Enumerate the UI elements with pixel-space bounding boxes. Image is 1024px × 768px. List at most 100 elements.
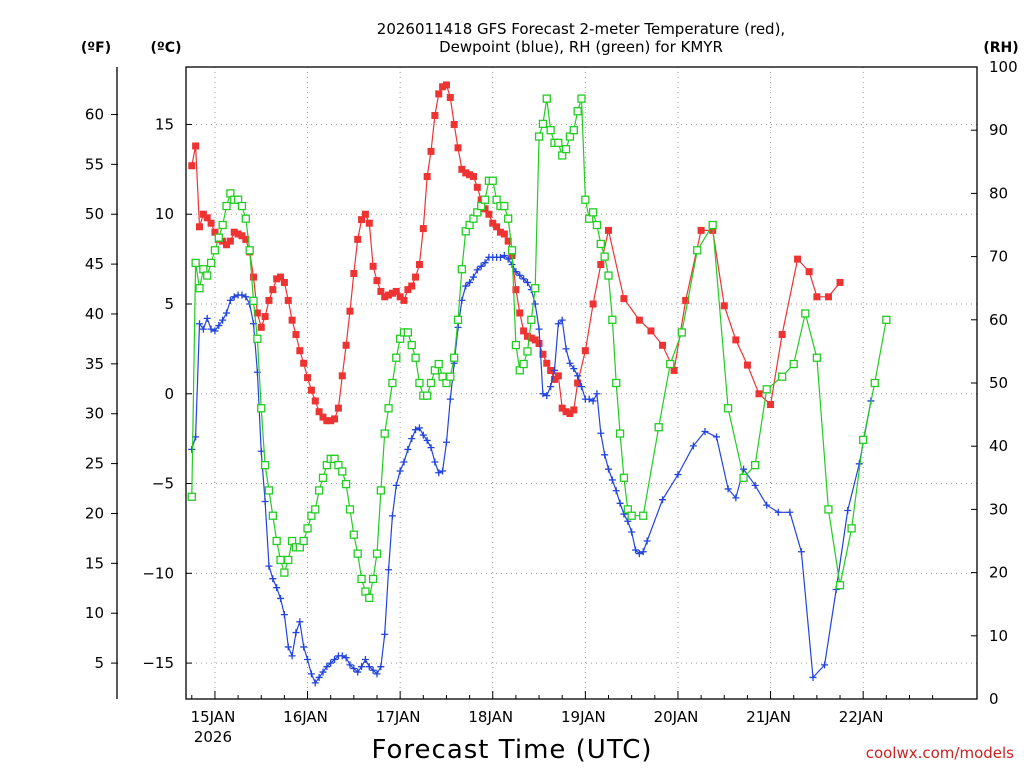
dewpoint-point	[419, 431, 427, 439]
temperature-point	[427, 147, 435, 155]
temperature-point	[574, 379, 582, 387]
rh-point	[284, 555, 293, 565]
dewpoint-point	[554, 320, 562, 328]
temperature-point	[288, 316, 296, 324]
rh-point	[615, 429, 625, 438]
rh-point	[314, 486, 324, 495]
rh-point	[577, 94, 586, 103]
rh-point	[596, 239, 605, 249]
temperature-point	[269, 286, 277, 294]
dewpoint-point	[473, 266, 481, 274]
rh-point	[762, 385, 771, 394]
temperature-point	[469, 173, 477, 181]
temperature-point	[732, 336, 740, 344]
rh-point	[341, 479, 351, 489]
dewpoint-point	[643, 537, 651, 545]
dewpoint-point	[570, 365, 578, 373]
temperature-point	[500, 230, 508, 238]
dewpoint-point	[358, 663, 366, 671]
rh-point	[388, 378, 397, 388]
dewpoint-point	[523, 278, 531, 286]
rh-point	[241, 214, 250, 223]
dewpoint-point	[388, 512, 396, 520]
rh-point	[777, 372, 787, 381]
rh-point	[423, 391, 432, 400]
chart-title-line-2: Dewpoint (blue), RH (green) for KMYR	[439, 38, 723, 56]
temperature-point	[836, 278, 844, 286]
temperature-point	[373, 277, 381, 285]
dewpoint-point	[763, 501, 771, 509]
rh-tick-label: 60	[989, 311, 1008, 329]
rh-line	[191, 98, 887, 600]
rh-point	[542, 94, 551, 103]
rh-point	[859, 435, 868, 445]
dewpoint-point	[381, 630, 389, 638]
temperature-point	[473, 183, 481, 191]
rh-point	[311, 505, 320, 514]
time-tick-label: 18JAN	[468, 708, 513, 726]
dewpoint-point	[396, 467, 404, 475]
fahrenheit-tick-label: 20	[85, 504, 104, 522]
rh-point	[257, 404, 266, 413]
time-tick-label: 17JAN	[376, 708, 421, 726]
dewpoint-point	[431, 458, 439, 466]
temperature-point	[527, 334, 535, 342]
rh-point	[376, 486, 386, 495]
temperature-point	[361, 210, 369, 218]
dewpoint-point	[481, 259, 489, 267]
temperature-point	[396, 293, 404, 301]
temperature-point	[520, 327, 528, 335]
rh-point	[480, 195, 490, 204]
dewpoint-point	[226, 296, 234, 304]
fahrenheit-unit-label: (ºF)	[81, 40, 111, 56]
dewpoint-point	[400, 458, 408, 466]
series-dewpoint	[188, 252, 875, 687]
dewpoint-point	[269, 575, 277, 583]
temperature-point	[230, 228, 238, 236]
rh-point	[253, 334, 262, 343]
year-tick-label: 2026	[194, 728, 232, 746]
temperature-point	[824, 293, 832, 301]
dewpoint-point	[238, 291, 246, 299]
dewpoint-point	[277, 594, 285, 602]
celsius-tick-label: −15	[142, 654, 174, 672]
temperature-point	[292, 331, 300, 339]
rh-tick-label: 30	[989, 500, 1008, 518]
time-tick-label: 22JAN	[839, 708, 884, 726]
rh-point	[434, 359, 443, 369]
dewpoint-line	[191, 254, 872, 685]
dewpoint-point	[628, 528, 636, 536]
dewpoint-point	[608, 476, 616, 484]
temperature-point	[485, 210, 493, 218]
temperature-point	[253, 309, 261, 317]
gridlines	[186, 67, 977, 699]
celsius-tick-label: 10	[155, 205, 174, 223]
dewpoint-point	[500, 252, 508, 260]
dewpoint-point	[319, 668, 327, 676]
temperature-point	[620, 295, 628, 303]
rh-point	[608, 315, 617, 324]
rh-point	[338, 467, 347, 476]
temperature-point	[516, 309, 524, 317]
rh-point	[847, 524, 856, 533]
temperature-point	[381, 293, 389, 301]
temperature-point	[331, 415, 339, 423]
dewpoint-point	[354, 668, 362, 676]
rh-point	[303, 524, 312, 533]
temperature-point	[365, 219, 373, 227]
temperature-point	[211, 228, 219, 236]
rh-point	[573, 107, 582, 116]
rh-tick-label: 90	[989, 121, 1008, 139]
rh-point	[812, 353, 822, 362]
dewpoint-point	[809, 673, 817, 681]
dewpoint-point	[616, 499, 624, 507]
dewpoint-point	[462, 282, 470, 290]
dewpoint-point	[377, 663, 385, 671]
dewpoint-point	[539, 390, 547, 398]
temperature-point	[566, 410, 574, 418]
dewpoint-point	[331, 656, 339, 663]
temperature-point	[338, 372, 346, 380]
rh-point	[581, 195, 590, 204]
rh-point	[218, 220, 227, 230]
